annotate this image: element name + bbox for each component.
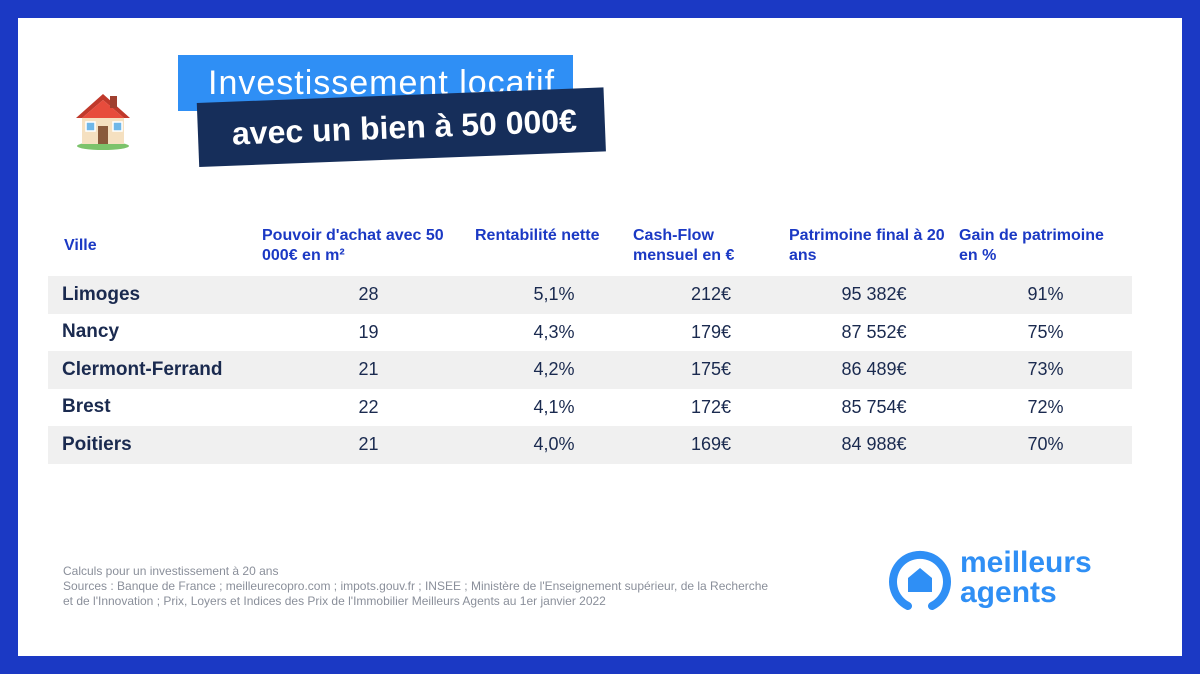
logo-word-agents: agents — [960, 576, 1057, 609]
logo-word-meilleurs: meilleurs — [960, 546, 1092, 579]
cell-patrimoine-final: 86 489€ — [789, 351, 959, 389]
cell-gain-patrimoine: 70% — [959, 426, 1132, 464]
cell-pouvoir-achat: 21 — [262, 351, 475, 389]
cell-cash-flow: 179€ — [690, 321, 732, 342]
cell-pouvoir-achat: 22 — [358, 396, 379, 417]
table-row: Nancy 19 4,3% 179€ 87 552€ 75% — [48, 314, 1132, 352]
logo-text: meilleurs agents — [960, 548, 1092, 608]
cell-ville: Nancy — [62, 321, 120, 343]
cell-pouvoir-achat: 19 — [358, 321, 379, 342]
cell-gain-patrimoine: 91% — [959, 276, 1132, 314]
table-row: Brest 22 4,1% 172€ 85 754€ 72% — [48, 389, 1132, 427]
cell-pouvoir-achat: 28 — [262, 276, 475, 314]
header-pouvoir-achat: Pouvoir d'achat avec 50 000€ en m² — [262, 227, 444, 264]
house-emoji-icon — [76, 94, 130, 150]
cell-patrimoine-final: 95 382€ — [789, 276, 959, 314]
cell-gain-patrimoine: 75% — [1027, 321, 1064, 342]
cell-rentabilite: 4,1% — [533, 396, 575, 417]
cell-cash-flow: 169€ — [633, 426, 789, 464]
cell-ville: Poitiers — [48, 426, 262, 464]
header-gain-patrimoine: Gain de patrimoine en % — [959, 227, 1104, 264]
investment-table: Ville Pouvoir d'achat avec 50 000€ en m²… — [48, 216, 1132, 464]
cell-cash-flow: 175€ — [633, 351, 789, 389]
header-cash-flow: Cash-Flow mensuel en € — [633, 227, 735, 264]
table-row: Poitiers 21 4,0% 169€ 84 988€ 70% — [48, 426, 1132, 464]
cell-patrimoine-final: 85 754€ — [841, 396, 907, 417]
cell-cash-flow: 172€ — [690, 396, 732, 417]
cell-pouvoir-achat: 21 — [262, 426, 475, 464]
cell-rentabilite: 4,0% — [475, 426, 633, 464]
footnote-line-1: Calculs pour un investissement à 20 ans — [63, 564, 279, 578]
cell-ville: Limoges — [48, 276, 262, 314]
footnote-line-2: Sources : Banque de France ; meilleureco… — [63, 579, 769, 593]
header-rentabilite: Rentabilité nette — [475, 227, 600, 244]
table-header-row: Ville Pouvoir d'achat avec 50 000€ en m²… — [48, 216, 1132, 276]
cell-ville: Clermont-Ferrand — [48, 351, 262, 389]
cell-rentabilite: 4,3% — [533, 321, 575, 342]
cell-patrimoine-final: 84 988€ — [789, 426, 959, 464]
sources-footnote: Calculs pour un investissement à 20 ans … — [63, 564, 863, 609]
cell-ville: Brest — [62, 396, 111, 418]
table-row: Clermont-Ferrand 21 4,2% 175€ 86 489€ 73… — [48, 351, 1132, 389]
cell-gain-patrimoine: 73% — [959, 351, 1132, 389]
header-patrimoine-final: Patrimoine final à 20 ans — [789, 227, 945, 264]
cell-patrimoine-final: 87 552€ — [841, 321, 907, 342]
footnote-line-3: et de l'Innovation ; Prix, Loyers et Ind… — [63, 594, 606, 608]
cell-gain-patrimoine: 72% — [1027, 396, 1064, 417]
cell-rentabilite: 4,2% — [475, 351, 633, 389]
logo-house-icon — [889, 550, 951, 610]
meilleurs-agents-logo: meilleurs agents — [888, 546, 1148, 618]
cell-cash-flow: 212€ — [633, 276, 789, 314]
infographic-card: Investissement locatif avec un bien à 50… — [18, 18, 1182, 656]
table-row: Limoges 28 5,1% 212€ 95 382€ 91% — [48, 276, 1132, 314]
header-ville: Ville — [64, 237, 97, 254]
cell-rentabilite: 5,1% — [475, 276, 633, 314]
